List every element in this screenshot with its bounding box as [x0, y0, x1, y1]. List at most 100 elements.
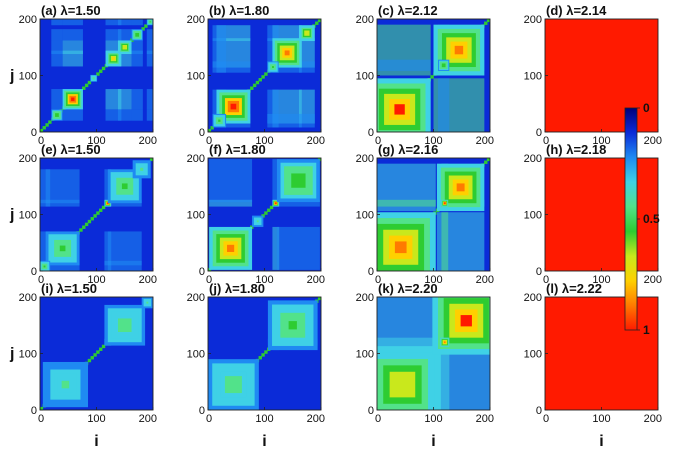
heatmap-block-cell — [149, 21, 151, 23]
x-tick-label: 100 — [87, 274, 105, 286]
y-tick-label: 0 — [199, 127, 205, 139]
heatmap-offdiag-cell — [209, 159, 253, 203]
heatmap-offdiag-cell — [62, 40, 83, 55]
heatmap-offdiag-cell — [298, 61, 315, 73]
heatmap-offdiag-cell — [267, 89, 279, 124]
y-tick-label: 0 — [31, 266, 37, 278]
heatmap-cells — [208, 19, 321, 132]
heatmap-diag-cell — [96, 350, 100, 354]
panel-title: (g) λ=2.16 — [378, 142, 438, 157]
x-tick-label: 100 — [424, 413, 442, 425]
y-tick-label: 0 — [536, 405, 542, 417]
heatmap-panel: 00 100 100 200 200 (l) λ=2.22 — [524, 281, 662, 425]
heatmap-diag-cell — [264, 72, 268, 76]
heatmap-diag-cell — [264, 350, 268, 354]
x-tick-label: 200 — [139, 274, 157, 286]
heatmap-block-cell — [394, 104, 405, 115]
heatmap-diag-cell — [484, 21, 488, 25]
heatmap-block-cell — [112, 57, 115, 60]
heatmap-diag-cell — [45, 123, 49, 127]
x-tick-label: 0 — [38, 274, 44, 286]
panel-title: (f) λ=1.80 — [209, 142, 266, 157]
heatmap-offdiag-cell — [267, 113, 279, 128]
heatmap-panel: 00 100 100 200 200 (g) λ=2.16 — [356, 142, 494, 286]
y-tick-label: 0 — [31, 127, 37, 139]
heatmap-diag-cell — [258, 356, 262, 360]
heatmap-block-cell — [61, 380, 70, 389]
heatmap-offdiag-cell — [51, 89, 63, 110]
heatmap-diag-cell — [87, 358, 92, 363]
heatmap-block-cell — [229, 380, 238, 389]
heatmap-diag-cell — [210, 126, 214, 130]
heatmap-cell — [545, 158, 658, 271]
heatmap-offdiag-cell — [438, 78, 450, 132]
heatmap-diag-cell — [252, 83, 257, 88]
heatmap-offdiag-cell — [131, 89, 143, 110]
heatmap-offdiag-cell — [212, 25, 227, 42]
y-tick-label: 200 — [187, 292, 205, 304]
heatmap-offdiag-cell — [267, 25, 279, 42]
heatmap-offdiag-cell — [62, 50, 83, 67]
heatmap-offdiag-cell — [146, 50, 153, 67]
heatmap-diag-cell — [40, 406, 44, 410]
panel-title: (d) λ=2.14 — [546, 3, 607, 18]
heatmap-offdiag-cell — [51, 29, 63, 41]
heatmap-cell — [545, 297, 658, 410]
y-tick-label: 100 — [19, 71, 37, 83]
y-tick-label: 200 — [524, 153, 542, 165]
colorbar-tick-label: 1 — [643, 323, 650, 337]
heatmap-offdiag-cell — [117, 19, 132, 26]
y-tick-label: 0 — [536, 127, 542, 139]
heatmap-block-cell — [460, 315, 472, 327]
y-tick-label: 200 — [187, 153, 205, 165]
heatmap-diag-cell — [261, 75, 265, 79]
heatmap-panel: 00 100 100 200 200 (h) λ=2.18 — [524, 142, 662, 286]
heatmap-diag-cell — [258, 78, 262, 82]
heatmap-cells — [545, 19, 658, 132]
panel-title: (k) λ=2.20 — [378, 281, 438, 296]
heatmap-offdiag-cell — [272, 113, 302, 128]
heatmap-panel: 00 100 100 200 200 (a) λ=1.50 — [19, 3, 157, 147]
x-tick-label: 200 — [139, 135, 157, 147]
heatmap-block-cell — [454, 45, 464, 55]
heatmap-diag-cell — [267, 208, 271, 212]
heatmap-offdiag-cell — [276, 226, 320, 270]
colorbar: 0 0.5 1 — [624, 101, 660, 337]
heatmap-offdiag-cell — [272, 159, 280, 203]
heatmap-diag-cell — [101, 205, 106, 210]
heatmap-offdiag-cell — [107, 231, 142, 266]
colorbar-tick-label: 0.5 — [643, 212, 660, 226]
heatmap-diag-cell — [486, 19, 490, 23]
x-tick-label: 200 — [644, 274, 662, 286]
y-tick-label: 0 — [31, 405, 37, 417]
x-tick-label: 0 — [38, 413, 44, 425]
x-tick-label: 200 — [139, 413, 157, 425]
heatmap-diag-cell — [315, 21, 319, 25]
heatmap-cells — [545, 158, 658, 271]
heatmap-block-cell — [284, 50, 290, 56]
x-tick-label: 100 — [424, 274, 442, 286]
heatmap-offdiag-cell — [40, 231, 51, 266]
heatmap-diag-cell — [93, 353, 97, 357]
heatmap-offdiag-cell — [272, 25, 302, 42]
heatmap-cells — [377, 158, 490, 271]
x-axis-label: i — [94, 433, 98, 450]
x-tick-label: 100 — [255, 413, 273, 425]
heatmap-diag-cell — [317, 297, 321, 301]
y-tick-label: 100 — [187, 210, 205, 222]
heatmap-diag-cell — [261, 353, 265, 357]
heatmap-offdiag-cell — [377, 199, 436, 207]
y-tick-label: 100 — [19, 349, 37, 361]
x-tick-label: 200 — [476, 274, 494, 286]
x-tick-label: 200 — [307, 135, 325, 147]
heatmap-diag-cell — [93, 214, 97, 218]
y-tick-label: 100 — [187, 71, 205, 83]
heatmap-offdiag-cell — [45, 169, 80, 204]
heatmap-cells — [208, 158, 321, 271]
heatmap-offdiag-cell — [131, 50, 143, 67]
heatmap-diag-cell — [84, 83, 89, 88]
heatmap-block-cell — [230, 103, 237, 110]
heatmap-diag-cell — [264, 211, 268, 215]
heatmap-diag-cell — [208, 128, 212, 132]
